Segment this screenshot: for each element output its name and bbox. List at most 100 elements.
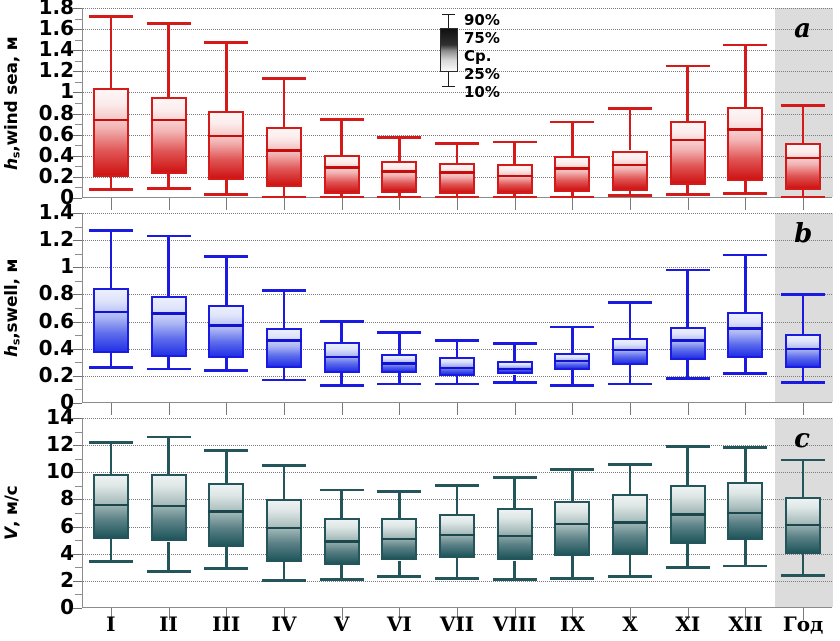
whisker-upper-stem — [398, 332, 401, 355]
whisker-upper-stem — [109, 442, 113, 474]
x-tick-mark — [399, 198, 401, 210]
y-axis-label-text: V, м/с — [2, 485, 22, 541]
x-tick-mark — [514, 198, 516, 210]
whisker-upper-cap — [665, 268, 710, 272]
whisker-lower-stem — [744, 540, 747, 566]
y-tick-mark — [73, 50, 82, 52]
median-line — [496, 174, 533, 178]
median-line — [496, 367, 533, 371]
whisker-lower-stem — [686, 185, 690, 195]
x-tick-mark — [687, 198, 689, 210]
y-tick-mark — [73, 71, 82, 73]
median-line — [323, 540, 360, 543]
y-tick-label: 0.6 — [38, 308, 74, 333]
whisker-lower-cap — [723, 564, 768, 568]
y-tick-label: 0.8 — [38, 100, 74, 125]
box-iqr — [265, 328, 302, 368]
gridline — [83, 321, 832, 323]
y-tick-label: 8 — [60, 486, 74, 511]
whisker-lower-stem — [167, 541, 170, 572]
whisker-upper-stem — [513, 343, 516, 361]
whisker-upper-stem — [109, 230, 113, 288]
box-iqr — [323, 154, 360, 194]
x-tick-mark — [572, 403, 574, 415]
y-tick-mark — [73, 321, 82, 323]
x-tick-mark — [803, 198, 805, 210]
y-tick-mark-minor — [75, 81, 82, 83]
whisker-lower-cap — [665, 565, 710, 569]
panel-letter-b: b — [794, 219, 813, 249]
median-line — [612, 521, 649, 524]
whisker-upper-cap — [377, 136, 422, 140]
y-tick-mark-minor — [75, 145, 82, 147]
x-tick-mark — [399, 403, 401, 415]
y-tick-mark-minor — [75, 18, 82, 20]
y-tick-mark-minor — [75, 458, 82, 460]
y-tick-label: 1.6 — [38, 16, 74, 41]
gridline — [83, 294, 832, 296]
box-iqr — [669, 327, 706, 360]
whisker-lower-stem — [628, 555, 632, 577]
whisker-upper-cap — [723, 446, 768, 450]
legend-whisker-upper-stem — [448, 14, 450, 28]
legend-label-4: 10% — [464, 83, 500, 101]
whisker-upper-stem — [167, 437, 170, 474]
y-tick-label: 1 — [60, 79, 74, 104]
legend-label-2: Cp. — [464, 47, 492, 65]
x-tick-mark — [457, 403, 458, 415]
whisker-lower-stem — [109, 352, 113, 368]
whisker-lower-stem — [224, 358, 228, 371]
median-line — [323, 166, 360, 169]
whisker-lower-stem — [398, 192, 401, 197]
whisker-upper-cap — [665, 445, 710, 448]
whisker-lower-stem — [628, 190, 632, 196]
y-tick-mark-minor — [75, 253, 82, 255]
whisker-upper-cap — [608, 462, 653, 466]
y-tick-label: 10 — [46, 459, 74, 484]
whisker-upper-cap — [377, 489, 422, 493]
x-axis-label-Год: Год — [782, 612, 824, 636]
median-line — [150, 312, 187, 315]
box-iqr — [669, 120, 706, 186]
whisker-lower-stem — [340, 373, 343, 386]
x-axis-label-IX: IX — [559, 612, 585, 636]
y-tick-mark-minor — [75, 335, 82, 337]
box-iqr — [208, 111, 245, 181]
box-iqr — [669, 484, 706, 545]
box-iqr — [727, 481, 764, 541]
whisker-lower-cap — [723, 371, 768, 375]
median-line — [612, 348, 649, 352]
whisker-lower-stem — [167, 173, 170, 189]
box-iqr — [439, 514, 475, 558]
legend-label-3: 25% — [464, 65, 500, 83]
x-axis-label-XII: XII — [728, 612, 763, 636]
gridline — [83, 499, 832, 501]
whisker-upper-cap — [435, 141, 479, 145]
whisker-lower-cap — [377, 575, 422, 579]
whisker-upper-stem — [167, 23, 170, 97]
whisker-lower-cap — [146, 187, 191, 190]
x-tick-mark — [687, 403, 689, 415]
gridline — [83, 445, 832, 447]
y-axis-label-b: hs,swell, м — [2, 213, 22, 403]
whisker-upper-cap — [88, 15, 133, 18]
x-axis-label-VI: VI — [386, 612, 412, 636]
whisker-lower-stem — [571, 556, 574, 579]
box-iqr — [496, 360, 533, 375]
whisker-upper-stem — [340, 489, 343, 519]
x-tick-mark — [745, 403, 747, 415]
y-tick-label: 0.8 — [38, 281, 74, 306]
median-line — [439, 366, 475, 369]
y-tick-label: 0 — [60, 185, 74, 209]
y-tick-mark-minor — [75, 389, 82, 391]
whisker-upper-stem — [455, 485, 459, 515]
gridline — [83, 176, 832, 178]
x-tick-mark — [226, 198, 228, 210]
box-iqr — [439, 356, 475, 376]
box-iqr — [265, 499, 302, 562]
panel-letter-c: c — [794, 424, 810, 454]
whisker-lower-cap — [608, 382, 653, 386]
x-tick-mark — [514, 403, 516, 415]
x-tick-mark — [572, 198, 574, 210]
